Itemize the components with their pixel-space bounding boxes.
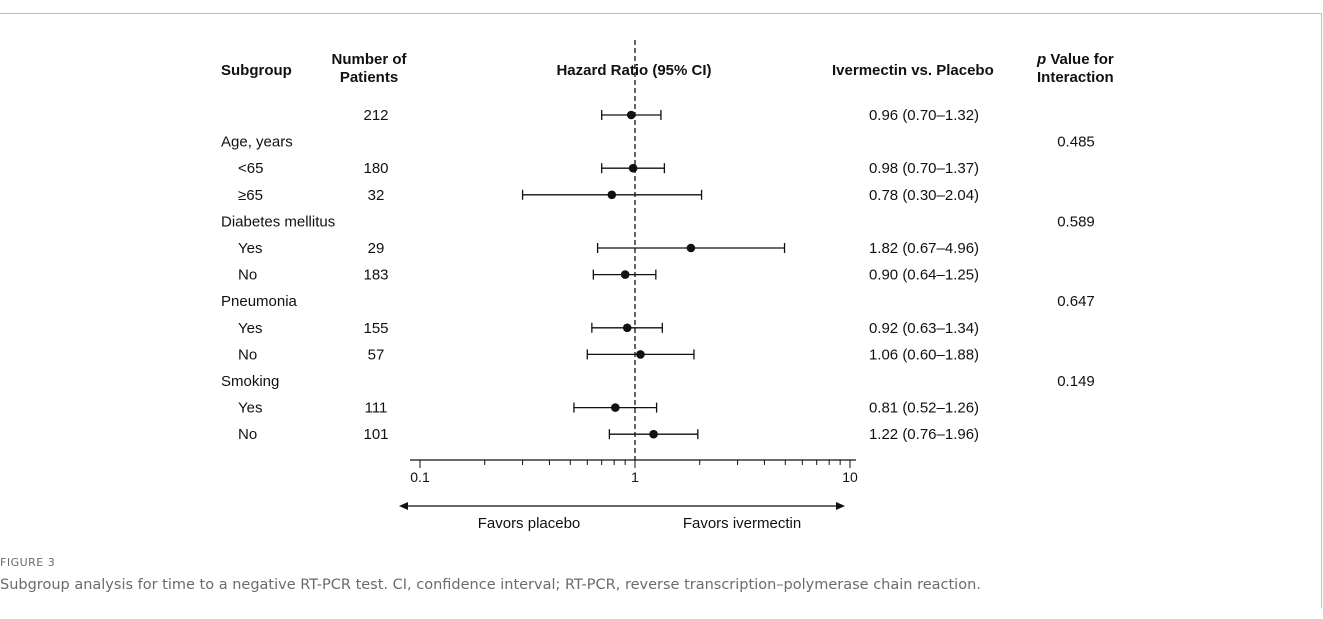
row-p-value: 0.647 — [1057, 293, 1095, 310]
row-label: No — [238, 426, 257, 443]
row-label: Diabetes mellitus — [221, 213, 335, 230]
row-label: Smoking — [221, 373, 279, 390]
frame-top-border — [0, 13, 1322, 14]
header-p-italic: p — [1036, 51, 1046, 68]
x-tick-label: 0.1 — [410, 469, 430, 485]
row-label: No — [238, 346, 257, 363]
header-patients-line2: Patients — [340, 69, 398, 86]
header-hazard-ratio: Hazard Ratio (95% CI) — [556, 62, 711, 79]
header-p-rest: Value for — [1046, 51, 1114, 68]
row-label: Yes — [238, 400, 262, 417]
row-patient-count: 212 — [363, 107, 388, 124]
axis-layer: 0.1 1 10 — [410, 40, 858, 485]
row-hr-text: 0.78 (0.30–2.04) — [869, 187, 979, 204]
row-patient-count: 111 — [365, 400, 388, 417]
row-patient-count: 57 — [368, 346, 385, 363]
forest-plot: Subgroup Number of Patients Hazard Ratio… — [221, 40, 1114, 532]
favors-arrow-left-head — [399, 502, 408, 510]
row-hr-text: 0.96 (0.70–1.32) — [869, 107, 979, 124]
x-tick-label: 10 — [842, 469, 858, 485]
header-p-value-line2: Interaction — [1037, 69, 1114, 86]
row-p-value: 0.485 — [1057, 134, 1095, 151]
row-hr-text: 1.82 (0.67–4.96) — [869, 240, 979, 257]
row-patient-count: 101 — [363, 426, 388, 443]
hr-point — [620, 270, 630, 279]
row-hr-text: 0.98 (0.70–1.37) — [869, 160, 979, 177]
header-subgroup: Subgroup — [221, 62, 292, 79]
figure-caption: Subgroup analysis for time to a negative… — [0, 577, 981, 593]
row-p-value: 0.149 — [1057, 373, 1095, 390]
hr-point — [636, 350, 645, 359]
x-tick-label: 1 — [631, 469, 639, 485]
header-p-value-line1: p Value for — [1036, 51, 1114, 68]
hr-point — [686, 243, 696, 253]
header-patients-line1: Number of — [332, 51, 408, 68]
favors-placebo-label: Favors placebo — [478, 515, 581, 532]
figure-label: FIGURE 3 — [0, 556, 56, 569]
row-label: ≥65 — [238, 187, 263, 204]
hr-point — [611, 403, 620, 412]
row-hr-text: 0.92 (0.63–1.34) — [869, 320, 979, 337]
row-patient-count: 29 — [368, 240, 385, 257]
favors-ivermectin-label: Favors ivermectin — [683, 515, 801, 532]
hr-point — [649, 429, 658, 439]
row-label: No — [238, 267, 257, 284]
header-comparison: Ivermectin vs. Placebo — [832, 62, 994, 79]
frame-right-border — [1321, 13, 1322, 608]
hr-point — [628, 163, 638, 173]
row-patient-count: 180 — [363, 160, 388, 177]
row-patient-count: 155 — [363, 320, 388, 337]
row-label: Yes — [238, 320, 262, 337]
row-patient-count: 183 — [363, 267, 388, 284]
hr-point — [607, 190, 617, 200]
row-label: <65 — [238, 160, 263, 177]
row-label: Yes — [238, 240, 262, 257]
row-hr-text: 0.81 (0.52–1.26) — [869, 400, 979, 417]
rows-layer: 212 0.96 (0.70–1.32) Age, years 0.485 <65 180… — [221, 107, 1095, 443]
row-label: Pneumonia — [221, 293, 298, 310]
row-p-value: 0.589 — [1057, 213, 1095, 230]
favors-arrow-right-head — [836, 502, 845, 510]
row-hr-text: 1.06 (0.60–1.88) — [869, 346, 979, 363]
row-patient-count: 32 — [368, 187, 385, 204]
hr-point — [626, 110, 636, 120]
hr-point — [622, 323, 632, 333]
row-hr-text: 1.22 (0.76–1.96) — [869, 426, 979, 443]
row-hr-text: 0.90 (0.64–1.25) — [869, 267, 979, 284]
row-label: Age, years — [221, 134, 293, 151]
